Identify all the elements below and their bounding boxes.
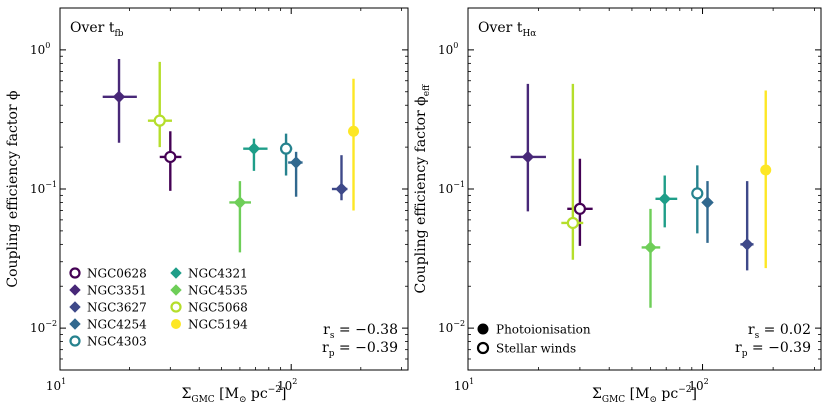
marker [153,114,166,127]
legend-entry-ngc3627: NGC3627 [69,301,147,315]
marker [247,142,261,155]
data-point-ngc3351 [102,58,137,143]
data-point-ngc0628 [159,131,182,191]
stat-s: rs = −0.38 [323,322,398,341]
data-point-ngc5068 [561,83,584,260]
marker [573,202,586,215]
marker [335,182,348,196]
y-tick-label: 10−1 [30,180,57,196]
legend-marker [171,319,181,329]
marker [112,90,126,104]
y-axis-label: Coupling efficiency factor ϕeff [413,84,432,293]
legend-label: NGC4321 [188,267,248,281]
marker [289,156,303,169]
x-tick-label: 101 [454,377,474,393]
data-point-ngc4254 [701,181,714,243]
y-tick-label: 100 [30,41,50,57]
legend-marker [170,301,182,313]
legend-marker [69,335,81,347]
legend-entry-photoionisation: Photoionisation [477,323,591,337]
stat-p: rp = −0.39 [735,340,811,359]
stat-p: rp = −0.39 [322,340,398,359]
data-point-ngc0628 [567,158,593,246]
legend-label: Stellar winds [496,342,576,356]
legend-label: NGC5194 [188,318,248,332]
legend-marker [170,284,182,296]
marker [348,125,360,137]
plot-frame [467,7,822,371]
legend-entry-ngc3351: NGC3351 [69,284,147,298]
legend-label: NGC4254 [87,318,147,332]
legend-marker [477,323,489,335]
legend-label: Photoionisation [496,323,591,337]
x-tick-label: 102 [277,377,297,393]
data-point-ngc3351 [510,83,546,212]
data-point-ngc5068 [147,61,172,148]
data-point-ngc5194 [760,90,772,269]
legend: Photoionisation Stellar winds [476,323,591,356]
data-point-ngc5194 [348,78,360,211]
data-point-ngc4303 [691,165,704,234]
legend-marker [476,341,490,355]
legend: NGC0628 NGC3351 NGC3627 NGC4254 NGC4303 NGC43… [69,267,248,349]
data-point-ngc4321 [655,175,678,228]
data-point-ngc4303 [279,133,293,176]
legend-entry-ngc0628: NGC0628 [69,267,147,281]
panel-label: Over tfb [70,20,124,39]
legend-entry-ngc5194: NGC5194 [171,318,248,332]
x-axis-label: ΣGMC [M⊙ pc−2] [181,385,286,405]
legend-label: NGC5068 [188,301,248,315]
data-point-ngc4321 [243,138,268,171]
panel-2: 101 102 10−2 10−1 100 Over tHα ΣGMC [M⊙ pc−2] C… [413,7,822,405]
data-point-ngc4535 [229,181,251,253]
legend-marker [69,267,81,279]
marker [233,196,247,209]
legend-marker [69,318,81,330]
x-tick-label: 102 [688,377,708,393]
legend-label: NGC3351 [87,284,147,298]
plot-frame [59,7,409,371]
marker [740,238,754,251]
legend-entry-ngc4321: NGC4321 [170,267,248,281]
y-tick-label: 10−2 [438,319,465,335]
data-point-ngc4254 [288,151,303,197]
y-tick-label: 100 [438,41,458,57]
marker [164,150,177,164]
legend-label: NGC0628 [87,267,147,281]
legend-entry-ngc4303: NGC4303 [69,335,147,349]
x-tick-label: 101 [46,377,66,393]
legend-label: NGC3627 [87,301,147,315]
x-axis-label: ΣGMC [M⊙ pc−2] [592,385,697,405]
data-point-ngc3627 [740,181,754,271]
legend-marker [69,301,81,313]
marker [279,142,293,155]
marker [521,150,535,164]
legend-entry-ngc5068: NGC5068 [170,301,248,315]
marker [566,216,579,230]
marker [760,164,772,176]
y-tick-label: 10−2 [30,319,57,335]
legend-entry-ngc4254: NGC4254 [69,318,147,332]
marker [701,196,714,209]
legend-entry-ngc4535: NGC4535 [170,284,248,298]
marker [691,187,704,200]
y-tick-label: 10−1 [438,180,465,196]
y-axis-label: Coupling efficiency factor ϕ [5,90,21,287]
data-point-ngc3627 [331,155,348,201]
marker [644,241,657,254]
panel-1: 101 102 10−2 10−1 100 Over tfb ΣGMC [M⊙ pc−2] C… [5,7,409,405]
data-point-ngc4535 [641,208,661,308]
legend-label: NGC4303 [87,335,147,349]
marker [658,192,671,206]
legend-label: NGC4535 [188,284,248,298]
panel-label: Over tHα [478,20,536,39]
stat-s: rs = 0.02 [748,322,811,341]
legend-entry-stellar-winds: Stellar winds [476,341,576,356]
legend-marker [170,267,182,279]
legend-marker [69,284,81,296]
